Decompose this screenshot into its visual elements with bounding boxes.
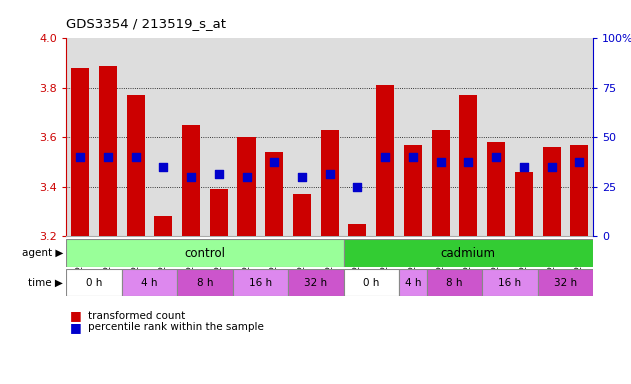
Bar: [293, 194, 311, 236]
Text: GDS3354 / 213519_s_at: GDS3354 / 213519_s_at: [66, 17, 227, 30]
Point: [131, 154, 141, 160]
Bar: [127, 95, 144, 236]
Bar: [265, 152, 283, 236]
Text: 0 h: 0 h: [86, 278, 102, 288]
Bar: [321, 130, 339, 236]
Bar: [209, 189, 228, 236]
Bar: [459, 95, 478, 236]
Bar: [122, 269, 177, 296]
Text: 8 h: 8 h: [197, 278, 213, 288]
Point: [380, 154, 390, 160]
Point: [269, 159, 280, 165]
Point: [297, 174, 307, 180]
Point: [519, 164, 529, 170]
Text: 8 h: 8 h: [446, 278, 463, 288]
Text: 0 h: 0 h: [363, 278, 379, 288]
Bar: [376, 85, 394, 236]
Point: [491, 154, 501, 160]
Bar: [570, 145, 588, 236]
Bar: [515, 172, 533, 236]
Text: ■: ■: [69, 309, 81, 322]
Point: [463, 159, 473, 165]
Bar: [404, 145, 422, 236]
Point: [186, 174, 196, 180]
Bar: [487, 142, 505, 236]
Text: 32 h: 32 h: [554, 278, 577, 288]
Bar: [348, 224, 367, 236]
Point: [352, 184, 362, 190]
Point: [435, 159, 445, 165]
Bar: [71, 68, 89, 236]
Bar: [182, 125, 200, 236]
Bar: [538, 269, 593, 296]
Point: [103, 154, 113, 160]
Point: [408, 154, 418, 160]
Bar: [155, 217, 172, 236]
Point: [75, 154, 85, 160]
Bar: [66, 239, 343, 267]
Text: percentile rank within the sample: percentile rank within the sample: [88, 322, 264, 332]
Text: agent ▶: agent ▶: [21, 248, 63, 258]
Text: control: control: [184, 247, 225, 260]
Text: 16 h: 16 h: [498, 278, 521, 288]
Point: [242, 174, 252, 180]
Bar: [99, 66, 117, 236]
Text: 16 h: 16 h: [249, 278, 272, 288]
Point: [324, 171, 334, 177]
Bar: [66, 269, 122, 296]
Point: [574, 159, 584, 165]
Bar: [543, 147, 560, 236]
Point: [214, 171, 224, 177]
Text: time ▶: time ▶: [28, 278, 63, 288]
Bar: [233, 269, 288, 296]
Text: ■: ■: [69, 321, 81, 334]
Bar: [399, 269, 427, 296]
Bar: [343, 269, 399, 296]
Text: 4 h: 4 h: [141, 278, 158, 288]
Bar: [427, 269, 482, 296]
Bar: [482, 269, 538, 296]
Point: [546, 164, 557, 170]
Bar: [237, 137, 256, 236]
Bar: [177, 269, 233, 296]
Text: cadmium: cadmium: [441, 247, 496, 260]
Bar: [288, 269, 343, 296]
Text: transformed count: transformed count: [88, 311, 186, 321]
Text: 4 h: 4 h: [404, 278, 421, 288]
Bar: [343, 239, 593, 267]
Bar: [432, 130, 450, 236]
Point: [158, 164, 168, 170]
Text: 32 h: 32 h: [304, 278, 327, 288]
